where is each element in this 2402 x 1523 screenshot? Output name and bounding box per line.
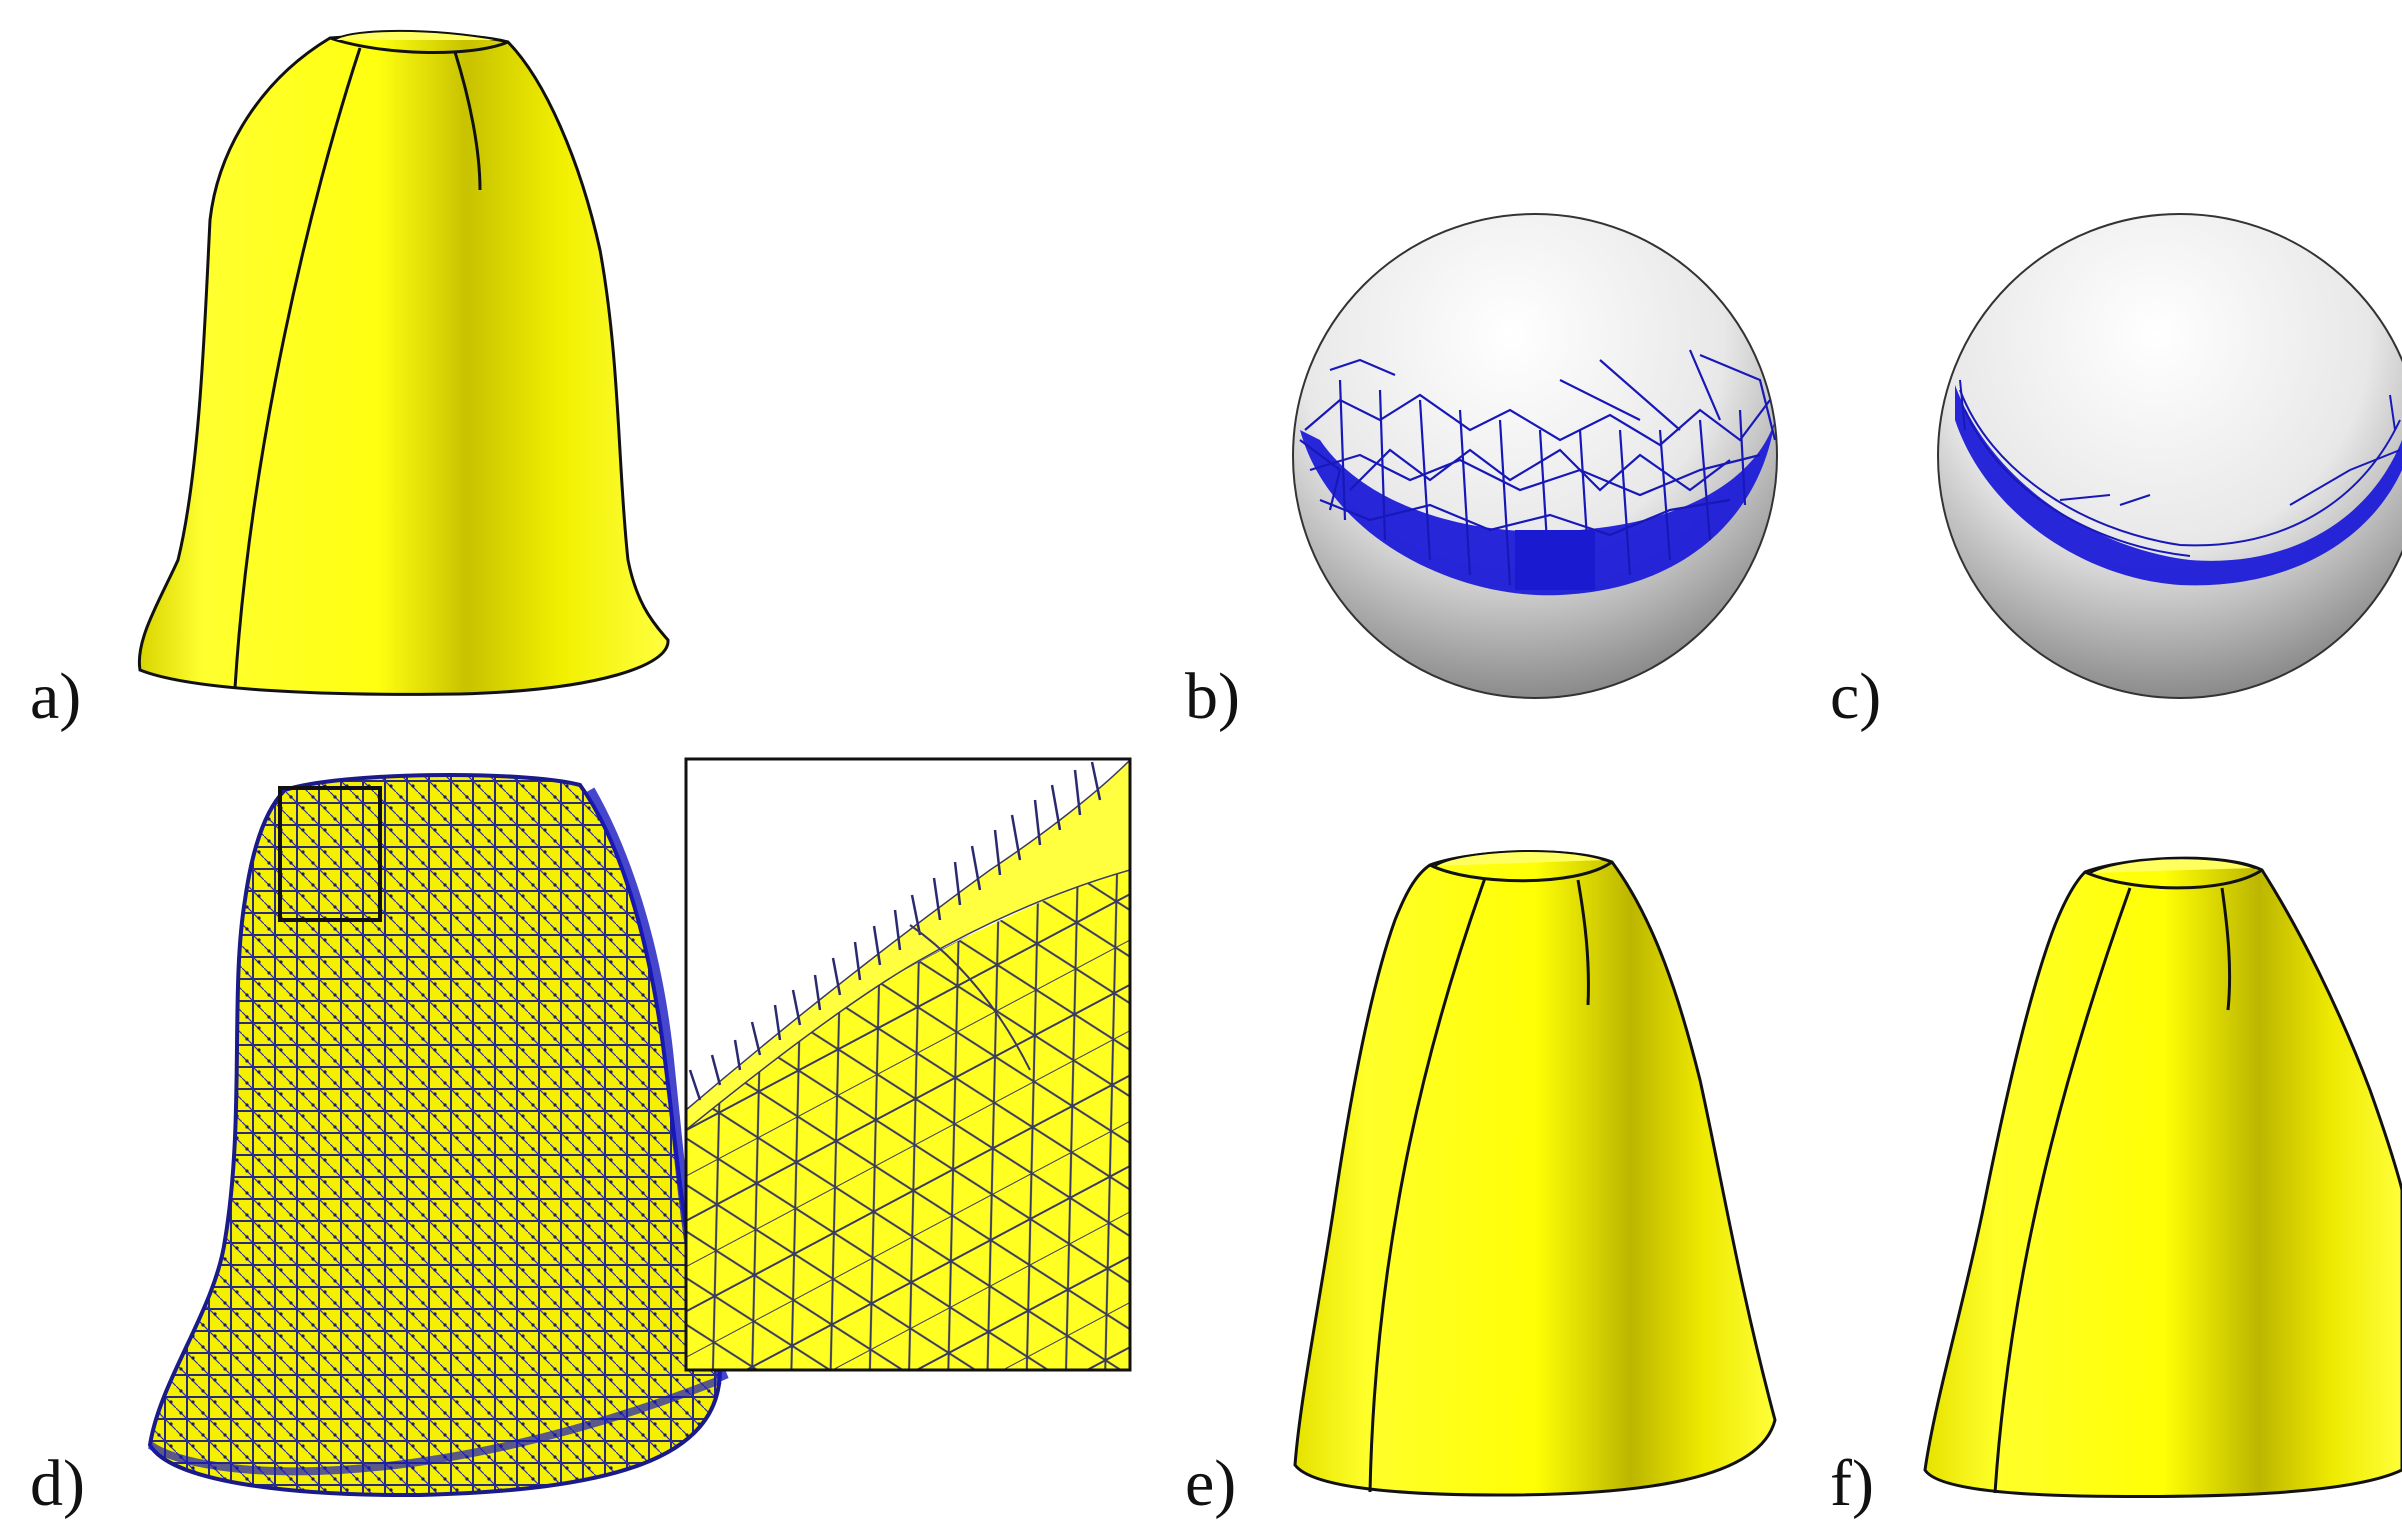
panel-d-zoom-inset bbox=[684, 757, 1132, 1372]
panel-b-sphere bbox=[1292, 213, 1778, 699]
panel-label-d: d) bbox=[30, 1447, 85, 1520]
panel-a-surface bbox=[137, 29, 670, 696]
panel-label-a: a) bbox=[30, 660, 81, 733]
panel-c-sphere bbox=[1937, 213, 2402, 699]
panel-label-b: b) bbox=[1185, 660, 1240, 733]
panel-label-e: e) bbox=[1185, 1447, 1236, 1520]
panel-f-surface bbox=[1923, 856, 2402, 1499]
panel-e-surface bbox=[1293, 850, 1777, 1497]
zoom-region-marker bbox=[278, 786, 382, 922]
panel-d-noisy-mesh bbox=[147, 772, 729, 1498]
panel-label-f: f) bbox=[1830, 1447, 1874, 1520]
panel-label-c: c) bbox=[1830, 660, 1881, 733]
